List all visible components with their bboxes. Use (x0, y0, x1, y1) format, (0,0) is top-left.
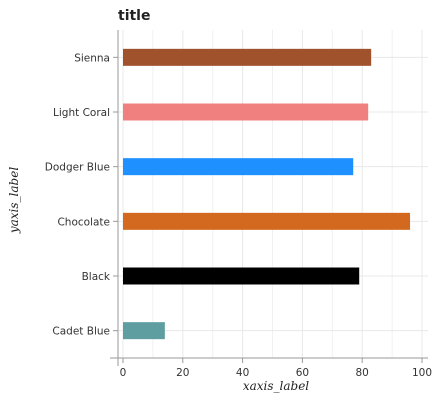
x-tick-label: 20 (176, 367, 189, 379)
bar-dodger-blue (123, 158, 354, 176)
bar-sienna (123, 48, 372, 66)
x-axis-label: xaxis_label (243, 379, 309, 393)
bars (123, 48, 411, 340)
bar-light-coral (123, 103, 369, 121)
y-tick-label: Dodger Blue (45, 162, 110, 174)
tick-labels: 0 20 40 60 80 100 Cadet Blue Black Chocolate Dodg… (45, 52, 432, 379)
x-tick-label: 80 (356, 367, 369, 379)
y-axis-label: yaxis_label (7, 167, 21, 234)
chart-title: title (118, 8, 150, 24)
x-tick-label: 0 (120, 367, 127, 379)
x-tick-label: 60 (296, 367, 309, 379)
bar-black (123, 267, 360, 285)
bar-cadet-blue (123, 322, 165, 340)
axes (110, 30, 428, 366)
bar-chocolate (123, 212, 411, 230)
y-tick-label: Black (82, 271, 111, 283)
y-tick-label: Light Coral (53, 107, 110, 119)
x-tick-label: 40 (236, 367, 249, 379)
y-tick-label: Chocolate (57, 216, 110, 228)
y-tick-label: Cadet Blue (52, 326, 110, 338)
grid-lines (118, 30, 428, 358)
y-tick-label: Sienna (74, 52, 110, 64)
x-tick-label: 100 (412, 367, 432, 379)
